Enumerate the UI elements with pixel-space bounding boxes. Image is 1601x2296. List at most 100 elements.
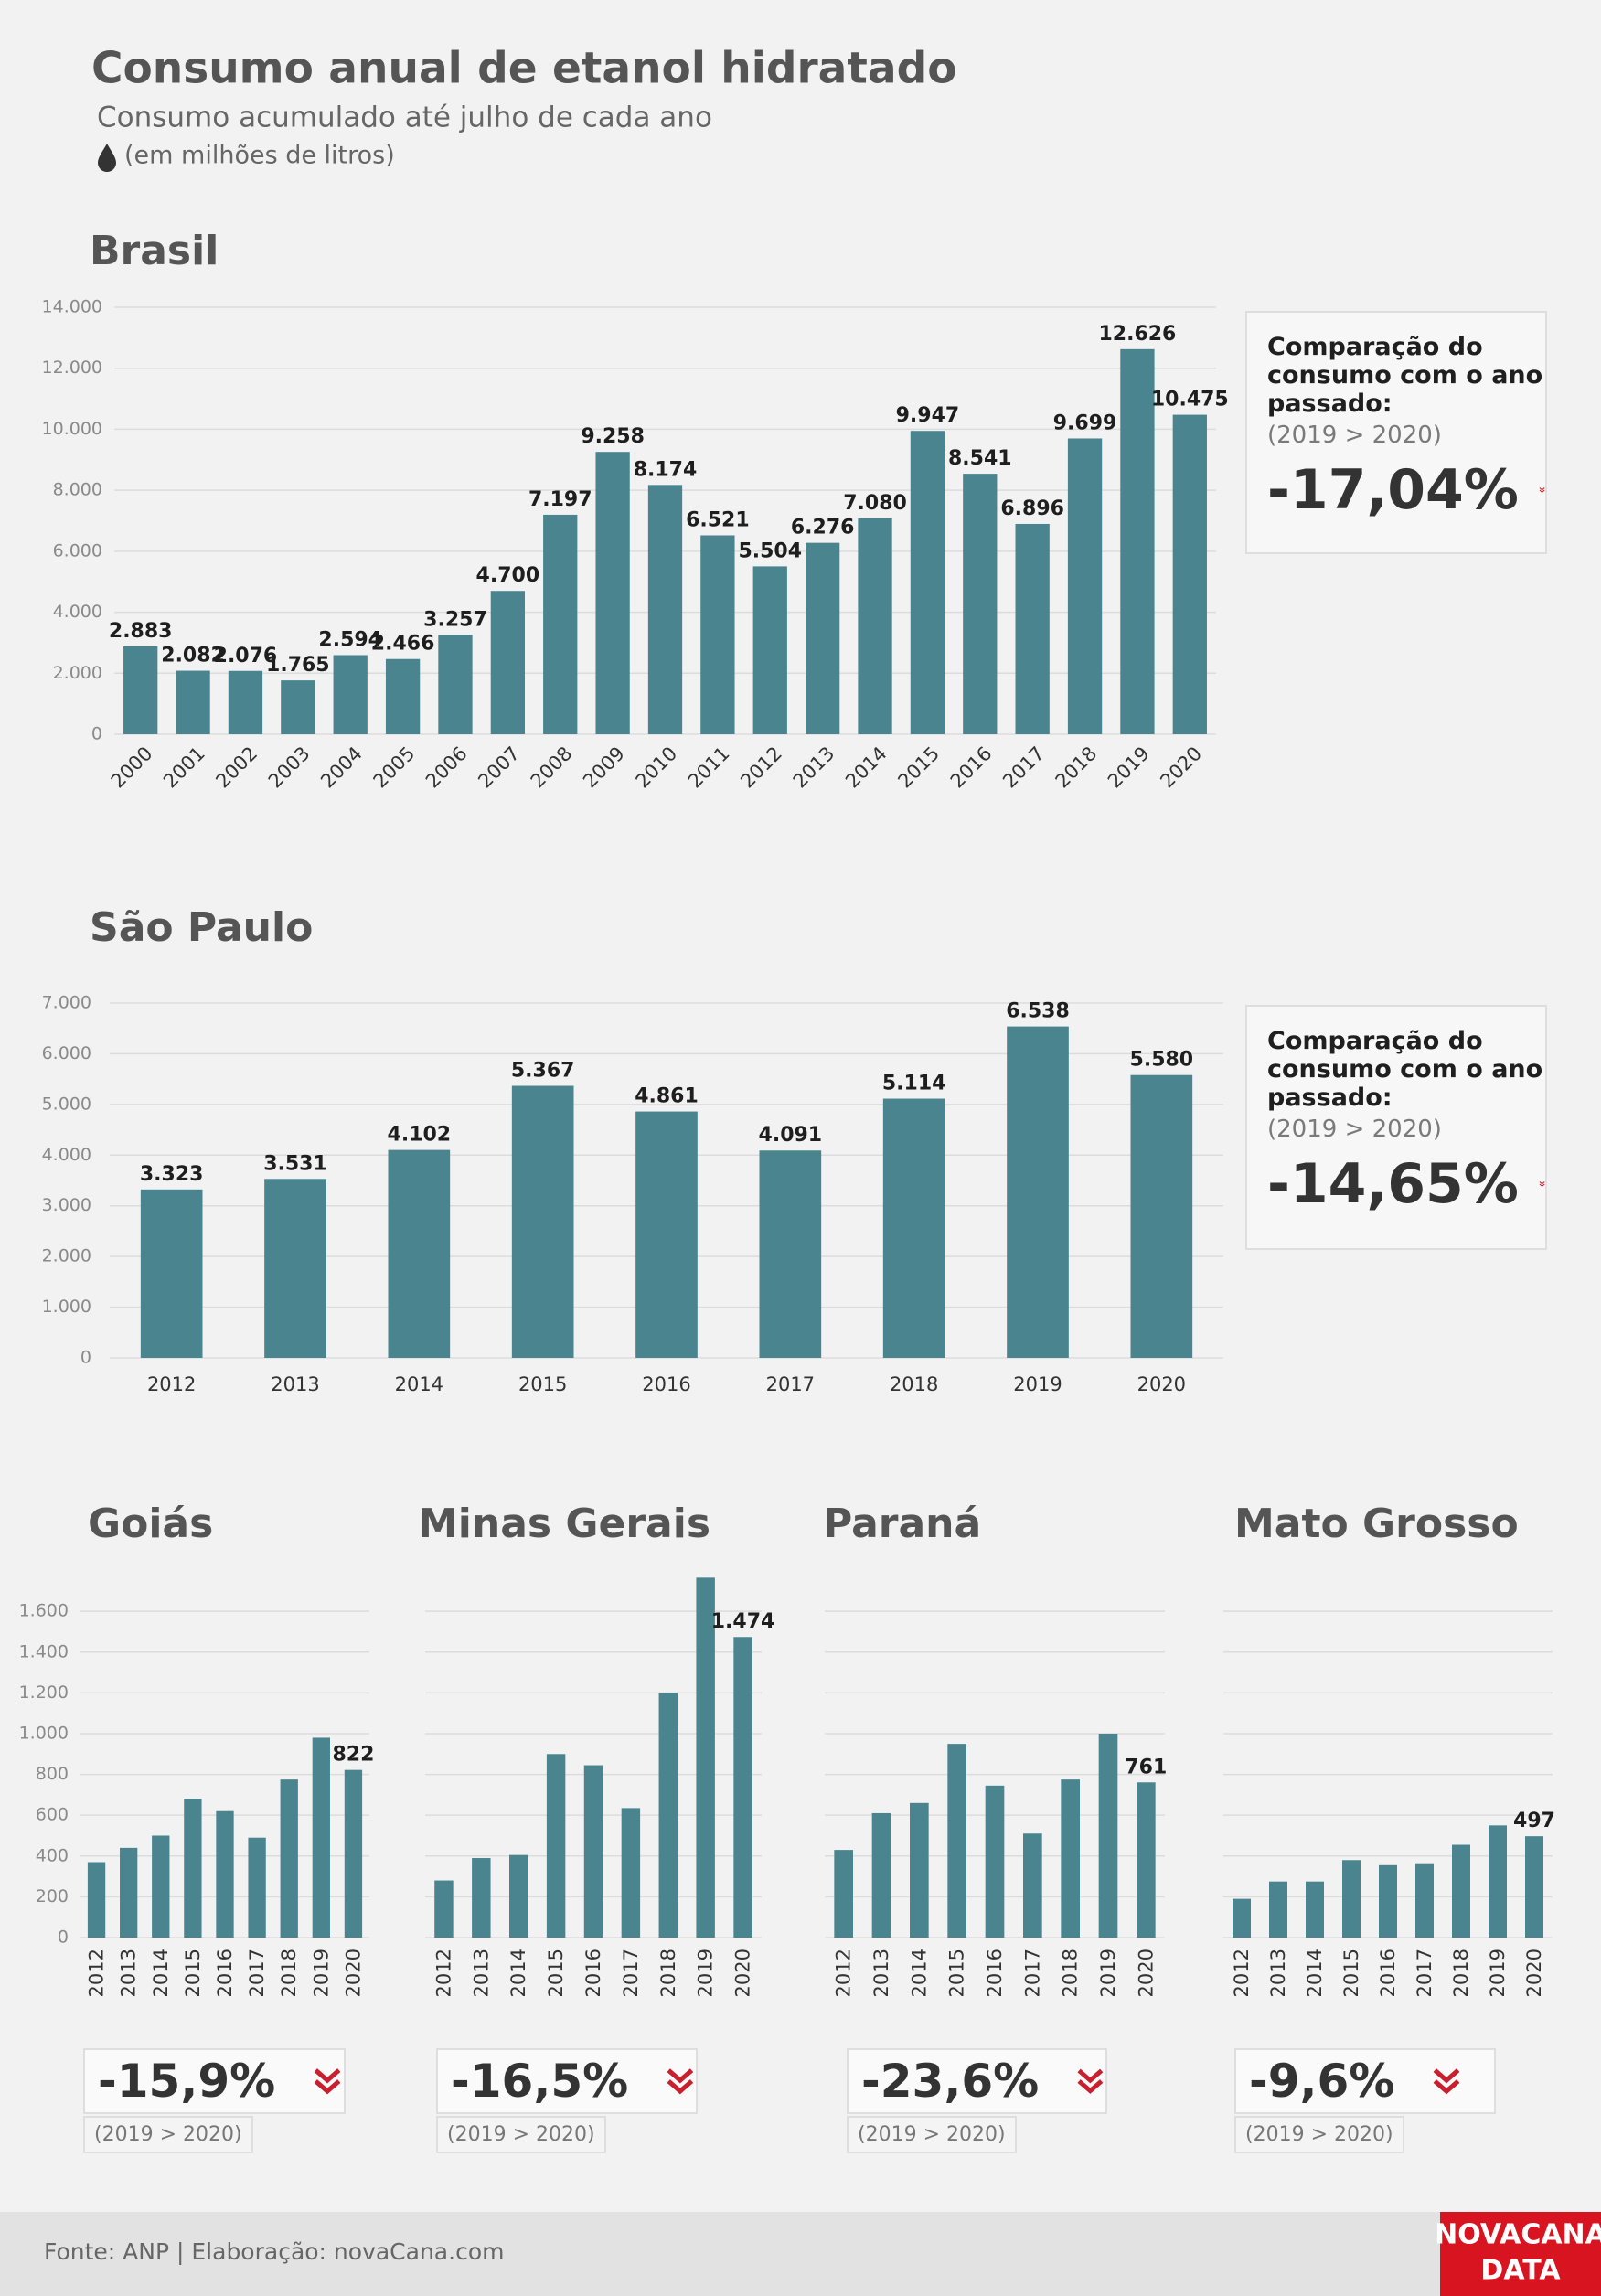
- value-label: 497: [1513, 1810, 1555, 1832]
- value-label: 3.531: [263, 1152, 327, 1175]
- bar: [882, 1098, 945, 1358]
- x-tick-label: 2010: [632, 742, 682, 793]
- x-tick-label: 2014: [908, 1949, 930, 1997]
- chart-heading: São Paulo: [90, 904, 313, 951]
- change-box: -16,5%: [436, 2048, 698, 2114]
- value-label: 6.538: [1006, 1000, 1070, 1023]
- x-tick-label: 2001: [159, 742, 209, 793]
- x-tick-label: 2018: [890, 1373, 938, 1395]
- x-tick-label: 2019: [695, 1949, 717, 1997]
- y-tick-label: 1.600: [19, 1601, 69, 1621]
- bar: [696, 1577, 715, 1938]
- bar: [511, 1085, 574, 1358]
- bar: [543, 514, 578, 734]
- x-tick-label: 2020: [732, 1949, 754, 1997]
- chart-heading: Brasil: [90, 228, 219, 274]
- value-label: 5.114: [882, 1073, 946, 1095]
- footer-source: Fonte: ANP | Elaboração: novaCana.com: [44, 2238, 504, 2265]
- comparison-change: -9,6%: [1249, 2055, 1395, 2108]
- y-tick-label: 0: [80, 1348, 91, 1368]
- bar: [388, 1149, 451, 1358]
- bar: [140, 1189, 203, 1358]
- comparison-period: (2019 > 2020): [83, 2116, 253, 2153]
- bar: [490, 591, 526, 734]
- y-tick-label: 400: [36, 1845, 69, 1865]
- bar: [759, 1150, 822, 1358]
- logo-text: NOVACANA: [1435, 2219, 1601, 2251]
- logo-text: DATA: [1480, 2255, 1561, 2287]
- bar: [1415, 1863, 1434, 1938]
- bar: [1130, 1074, 1193, 1358]
- y-tick-label: 6.000: [53, 540, 102, 561]
- bar: [595, 452, 630, 734]
- value-label: 10.475: [1151, 389, 1229, 411]
- x-tick-label: 2019: [1104, 742, 1154, 793]
- x-tick-label: 2007: [474, 742, 524, 793]
- bar: [152, 1835, 170, 1938]
- comparison-heading: consumo com o ano: [1267, 361, 1543, 390]
- x-tick-label: 2018: [1060, 1949, 1082, 1997]
- comparison-change: -17,04%: [1267, 458, 1519, 522]
- x-tick-label: 2018: [1450, 1949, 1472, 1997]
- bar: [635, 1111, 698, 1358]
- value-label: 5.504: [738, 539, 802, 562]
- x-tick-label: 2011: [684, 742, 734, 793]
- bar: [1525, 1836, 1543, 1938]
- bar: [509, 1854, 528, 1938]
- comparison-heading: passado:: [1267, 1084, 1393, 1112]
- x-tick-label: 2014: [150, 1949, 172, 1997]
- x-tick-label: 2020: [1156, 742, 1206, 793]
- value-label: 761: [1125, 1756, 1167, 1778]
- x-tick-label: 2002: [211, 742, 261, 793]
- bar: [834, 1850, 853, 1938]
- x-tick-label: 2016: [946, 742, 997, 793]
- comparison-change: -14,65%: [1267, 1152, 1519, 1216]
- x-tick-label: 2009: [579, 742, 629, 793]
- down-arrow-icon: [1434, 2068, 1460, 2095]
- comparison-change: -16,5%: [451, 2055, 629, 2108]
- x-tick-label: 2014: [395, 1373, 443, 1395]
- comparison-period: (2019 > 2020): [1234, 2116, 1404, 2153]
- bar: [871, 1812, 891, 1938]
- x-tick-label: 2015: [946, 1949, 968, 1997]
- change-box: -9,6%: [1234, 2048, 1496, 2114]
- comparison-change: -15,9%: [98, 2055, 276, 2108]
- y-tick-label: 1.000: [19, 1723, 69, 1743]
- down-arrow-icon: [1539, 1181, 1545, 1188]
- x-tick-label: 2019: [1013, 1373, 1062, 1395]
- x-tick-label: 2013: [118, 1949, 140, 1997]
- y-tick-label: 3.000: [42, 1195, 91, 1215]
- bar: [910, 1802, 929, 1938]
- bar: [1120, 348, 1155, 734]
- bar: [1015, 523, 1050, 734]
- bar: [546, 1754, 566, 1938]
- bar: [805, 542, 840, 734]
- x-tick-label: 2017: [620, 1949, 642, 1997]
- x-tick-label: 2019: [1487, 1949, 1509, 1997]
- x-tick-label: 2012: [1231, 1949, 1253, 1997]
- y-tick-label: 200: [36, 1886, 69, 1906]
- y-tick-label: 0: [91, 724, 102, 744]
- x-tick-label: 2016: [1377, 1949, 1399, 1997]
- y-tick-label: 2.000: [53, 663, 102, 683]
- value-label: 8.174: [634, 458, 698, 481]
- x-tick-label: 2012: [736, 742, 786, 793]
- x-tick-label: 2020: [1523, 1949, 1545, 1997]
- value-label: 9.947: [896, 404, 960, 427]
- x-tick-label: 2017: [766, 1373, 815, 1395]
- bar: [1379, 1864, 1397, 1938]
- comparison-row: -17,04%: [1267, 458, 1545, 522]
- bar: [1007, 1026, 1069, 1358]
- bar: [87, 1862, 106, 1938]
- x-tick-label: 2005: [369, 742, 420, 793]
- x-tick-label: 2016: [214, 1949, 236, 1997]
- value-label: 6.276: [791, 517, 855, 539]
- bar: [216, 1810, 234, 1938]
- value-label: 6.896: [1000, 497, 1064, 520]
- x-tick-label: 2016: [582, 1949, 604, 1997]
- x-tick-label: 2020: [1135, 1949, 1157, 1997]
- bar: [333, 655, 368, 734]
- value-label: 9.258: [581, 425, 645, 448]
- value-label: 2.594: [318, 628, 382, 651]
- bar: [985, 1785, 1005, 1938]
